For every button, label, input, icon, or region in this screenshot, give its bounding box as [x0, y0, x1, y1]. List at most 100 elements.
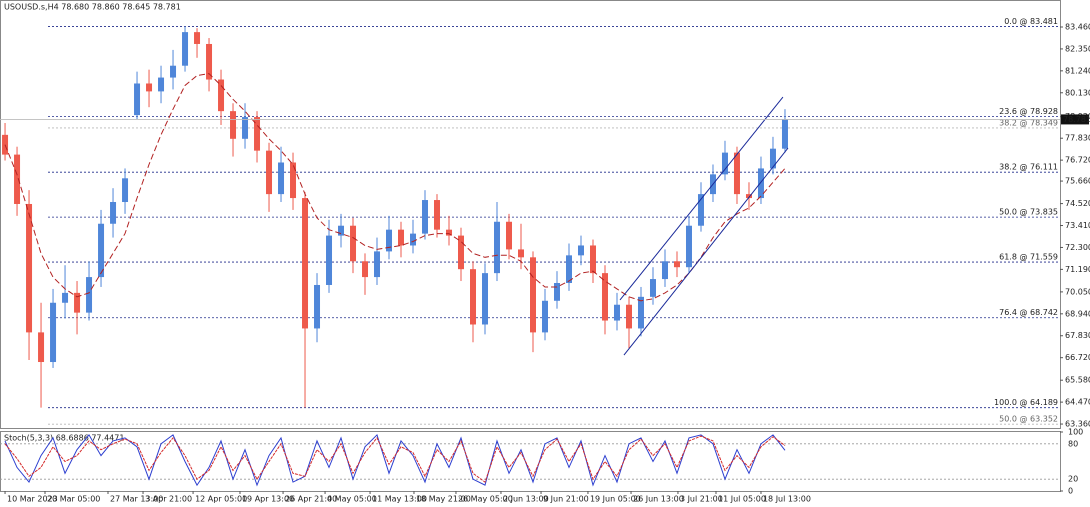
stoch-tick-label: 80 — [1068, 439, 1078, 448]
chart-title: USOUSD.s,H4 78.680 78.860 78.645 78.781 — [4, 3, 181, 12]
candle-body — [625, 304, 632, 329]
candle-body — [733, 152, 740, 195]
candle-body — [98, 223, 105, 278]
candle-body — [158, 77, 165, 92]
candle-body — [314, 284, 321, 329]
candle-body — [685, 225, 692, 268]
fib-label: 100.0 @ 64.189 — [994, 398, 1058, 407]
candle-body — [589, 245, 596, 274]
candle-body — [529, 257, 536, 333]
fib-label: 23.6 @ 78.928 — [999, 107, 1058, 116]
stoch-frame — [0, 431, 1061, 492]
main-frame — [0, 0, 1061, 429]
x-tick-label: 11 Jul 05:00 — [718, 495, 766, 504]
price-box — [1061, 114, 1089, 125]
candle-body — [230, 111, 237, 139]
stoch-title: Stoch(5,3,3) 68.6886 77.4471 — [4, 434, 124, 443]
candle-body — [290, 162, 297, 199]
candle-body — [637, 296, 644, 329]
candle-body — [110, 202, 117, 224]
x-tick-label: 18 Jul 13:00 — [763, 495, 811, 504]
candle-body — [757, 168, 764, 199]
candle-body — [458, 235, 465, 270]
candle-body — [386, 229, 393, 252]
candle-body — [242, 117, 249, 139]
candle-body — [518, 249, 525, 258]
candle-body — [122, 178, 129, 203]
candle-body — [577, 245, 584, 256]
x-tick-label: 9 Jun 21:00 — [543, 495, 589, 504]
stoch-tick-label: 20 — [1068, 475, 1078, 484]
candle-body — [14, 154, 21, 204]
fib-label: 38.2 @ 76.111 — [999, 163, 1058, 172]
y-tick-label: 70.050 — [1065, 287, 1090, 296]
x-tick-label: 19 Jun 05:00 — [590, 495, 641, 504]
x-tick-label: 26 Jun 13:00 — [633, 495, 684, 504]
y-tick-label: 80.130 — [1065, 88, 1090, 97]
x-tick-label: 3 Jul 21:00 — [680, 495, 723, 504]
y-tick-label: 63.360 — [1065, 420, 1090, 429]
candle-body — [745, 194, 752, 199]
y-tick-label: 81.240 — [1065, 66, 1090, 75]
y-tick-label: 76.720 — [1065, 156, 1090, 165]
candle-body — [661, 261, 668, 280]
x-tick-label: 12 Apr 05:00 — [195, 495, 247, 504]
fib-label: 0.0 @ 83.481 — [1004, 17, 1058, 26]
candle-body — [218, 79, 225, 112]
candle-body — [565, 255, 572, 284]
candle-body — [338, 225, 345, 236]
y-tick-label: 67.830 — [1065, 331, 1090, 340]
x-tick-label: 11 May 13:00 — [372, 495, 427, 504]
x-tick-label: 19 Apr 13:00 — [242, 495, 294, 504]
candle-body — [398, 229, 405, 246]
candle-body — [410, 233, 417, 246]
candle-body — [362, 261, 369, 278]
x-tick-label: 18 May 21:00 — [416, 495, 471, 504]
candle-body — [434, 200, 441, 230]
candle-body — [673, 261, 680, 268]
candle-body — [254, 117, 261, 151]
y-tick-label: 83.460 — [1065, 22, 1090, 31]
x-tick-label: 3 Apr 21:00 — [145, 495, 192, 504]
candle-body — [649, 279, 656, 297]
y-tick-label: 77.830 — [1065, 134, 1090, 143]
candle-body — [86, 277, 93, 313]
y-tick-label: 73.410 — [1065, 221, 1090, 230]
candle-body — [146, 83, 153, 92]
y-tick-label: 82.350 — [1065, 44, 1090, 53]
candle-body — [266, 150, 273, 195]
candle-body — [697, 194, 704, 226]
candle-body — [721, 152, 728, 175]
y-tick-label: 68.940 — [1065, 309, 1090, 318]
stoch-line — [4, 433, 786, 487]
candle-body — [553, 283, 560, 301]
candle-body — [470, 269, 477, 325]
candle-body — [326, 235, 333, 285]
candle-body — [302, 198, 309, 329]
fib-label: 50.0 @ 63.352 — [999, 415, 1058, 424]
fib-label: 76.4 @ 68.742 — [999, 308, 1058, 317]
candle-body — [374, 251, 381, 278]
stoch-line — [4, 435, 786, 483]
y-tick-label: 66.720 — [1065, 353, 1090, 362]
fib-label: 61.8 @ 71.559 — [999, 253, 1058, 262]
y-tick-label: 64.470 — [1065, 398, 1090, 407]
moving-average — [4, 73, 786, 302]
candle-body — [206, 43, 213, 80]
stoch-tick-label: 0 — [1068, 487, 1073, 496]
candle-body — [601, 273, 608, 321]
x-tick-label: 27 Mar 13:00 — [110, 495, 163, 504]
candle-body — [134, 83, 141, 116]
candle-body — [613, 304, 620, 321]
candle-body — [74, 292, 81, 313]
candle-body — [446, 229, 453, 236]
x-tick-label: 26 May 05:00 — [458, 495, 513, 504]
candle-body — [781, 119, 788, 149]
y-tick-label: 72.300 — [1065, 243, 1090, 252]
x-tick-label: 26 Apr 21:00 — [285, 495, 337, 504]
candle-body — [26, 203, 33, 333]
candle-body — [541, 300, 548, 333]
x-tick-label: 10 Mar 2023 — [7, 495, 58, 504]
channel-line — [619, 96, 784, 301]
